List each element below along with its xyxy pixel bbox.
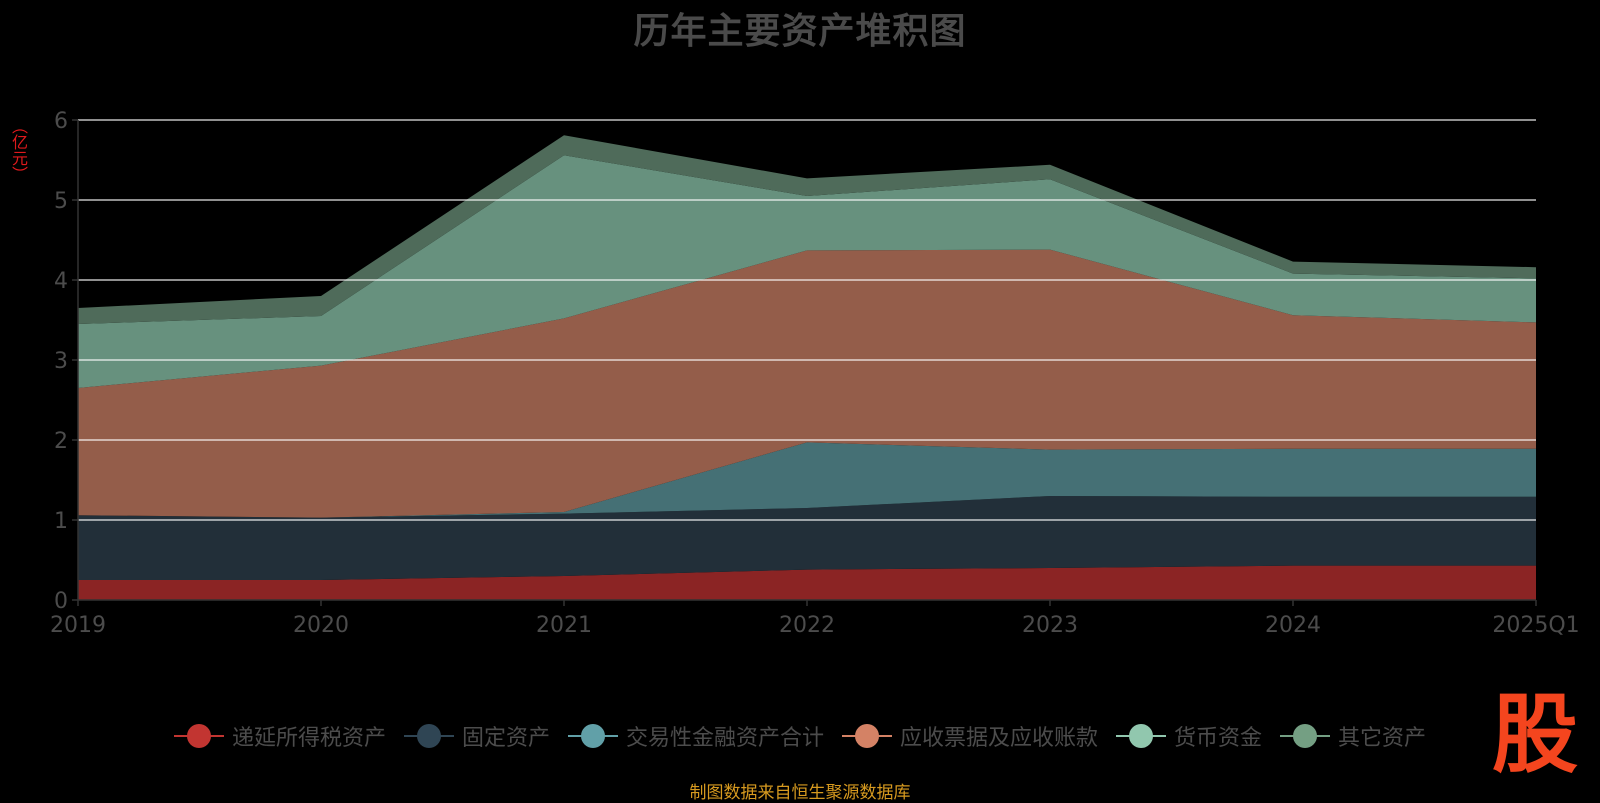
legend-label: 货币资金	[1174, 726, 1263, 751]
legend-label: 递延所得税资产	[231, 726, 386, 751]
area-0	[78, 565, 1536, 600]
data-source-note: 制图数据来自恒生聚源数据库	[689, 783, 911, 803]
stacked-area-chart: 0 1 2 3 4 5 6 2019 2020 2021 2022 2023 2024 2025Q1	[50, 109, 1580, 638]
x-tick-label: 2022	[779, 613, 835, 638]
legend-item[interactable]: 固定资产	[403, 720, 550, 752]
y-tick-label: 1	[54, 509, 68, 534]
y-tick-label: 0	[54, 589, 68, 614]
legend-item[interactable]: 交易性金融资产合计	[567, 720, 824, 752]
legend: 递延所得税资产 固定资产 交易性金融资产合计 应收票据及应收账款 货币资金 其它资产	[0, 716, 1600, 756]
y-tick-label: 4	[54, 269, 68, 294]
legend-swatch	[403, 723, 454, 749]
legend-label: 其它资产	[1338, 726, 1427, 751]
legend-swatch	[1280, 723, 1331, 749]
x-tick-label: 2020	[293, 613, 349, 638]
legend-label: 交易性金融资产合计	[625, 726, 824, 751]
area-1	[78, 496, 1536, 580]
area-2	[78, 442, 1536, 518]
y-tick-labels: 0 1 2 3 4 5 6	[54, 109, 68, 614]
y-tick-label: 6	[54, 109, 68, 134]
x-tick-label: 2023	[1022, 613, 1078, 638]
x-tick-labels: 2019 2020 2021 2022 2023 2024 2025Q1	[50, 613, 1580, 638]
y-tick-label: 5	[54, 189, 68, 214]
legend-item[interactable]: 其它资产	[1280, 720, 1426, 752]
x-tick-label: 2019	[50, 613, 106, 638]
legend-item[interactable]: 应收票据及应收账款	[842, 720, 1098, 752]
axes	[72, 119, 1537, 606]
grid-lines-overlay	[78, 119, 1536, 521]
y-axis-unit-label: （亿元）	[9, 118, 28, 182]
area-5	[78, 135, 1536, 324]
legend-swatch	[567, 723, 618, 749]
legend-item[interactable]: 货币资金	[1116, 720, 1262, 752]
brand-logo: 股	[1492, 685, 1578, 785]
area-3	[78, 249, 1536, 518]
y-tick-label: 2	[54, 429, 68, 454]
legend-item[interactable]: 递延所得税资产	[173, 720, 386, 752]
area-4	[78, 155, 1536, 388]
x-tick-label: 2025Q1	[1492, 613, 1579, 638]
x-tick-label: 2021	[536, 613, 592, 638]
area-series	[78, 135, 1536, 600]
legend-label: 固定资产	[461, 726, 550, 751]
legend-label: 应收票据及应收账款	[900, 726, 1099, 751]
chart-title: 历年主要资产堆积图	[633, 11, 967, 52]
legend-swatch	[842, 723, 892, 749]
legend-swatch	[1116, 723, 1167, 749]
legend-swatch	[173, 723, 224, 749]
x-tick-label: 2024	[1265, 613, 1321, 638]
y-tick-label: 3	[54, 349, 68, 374]
